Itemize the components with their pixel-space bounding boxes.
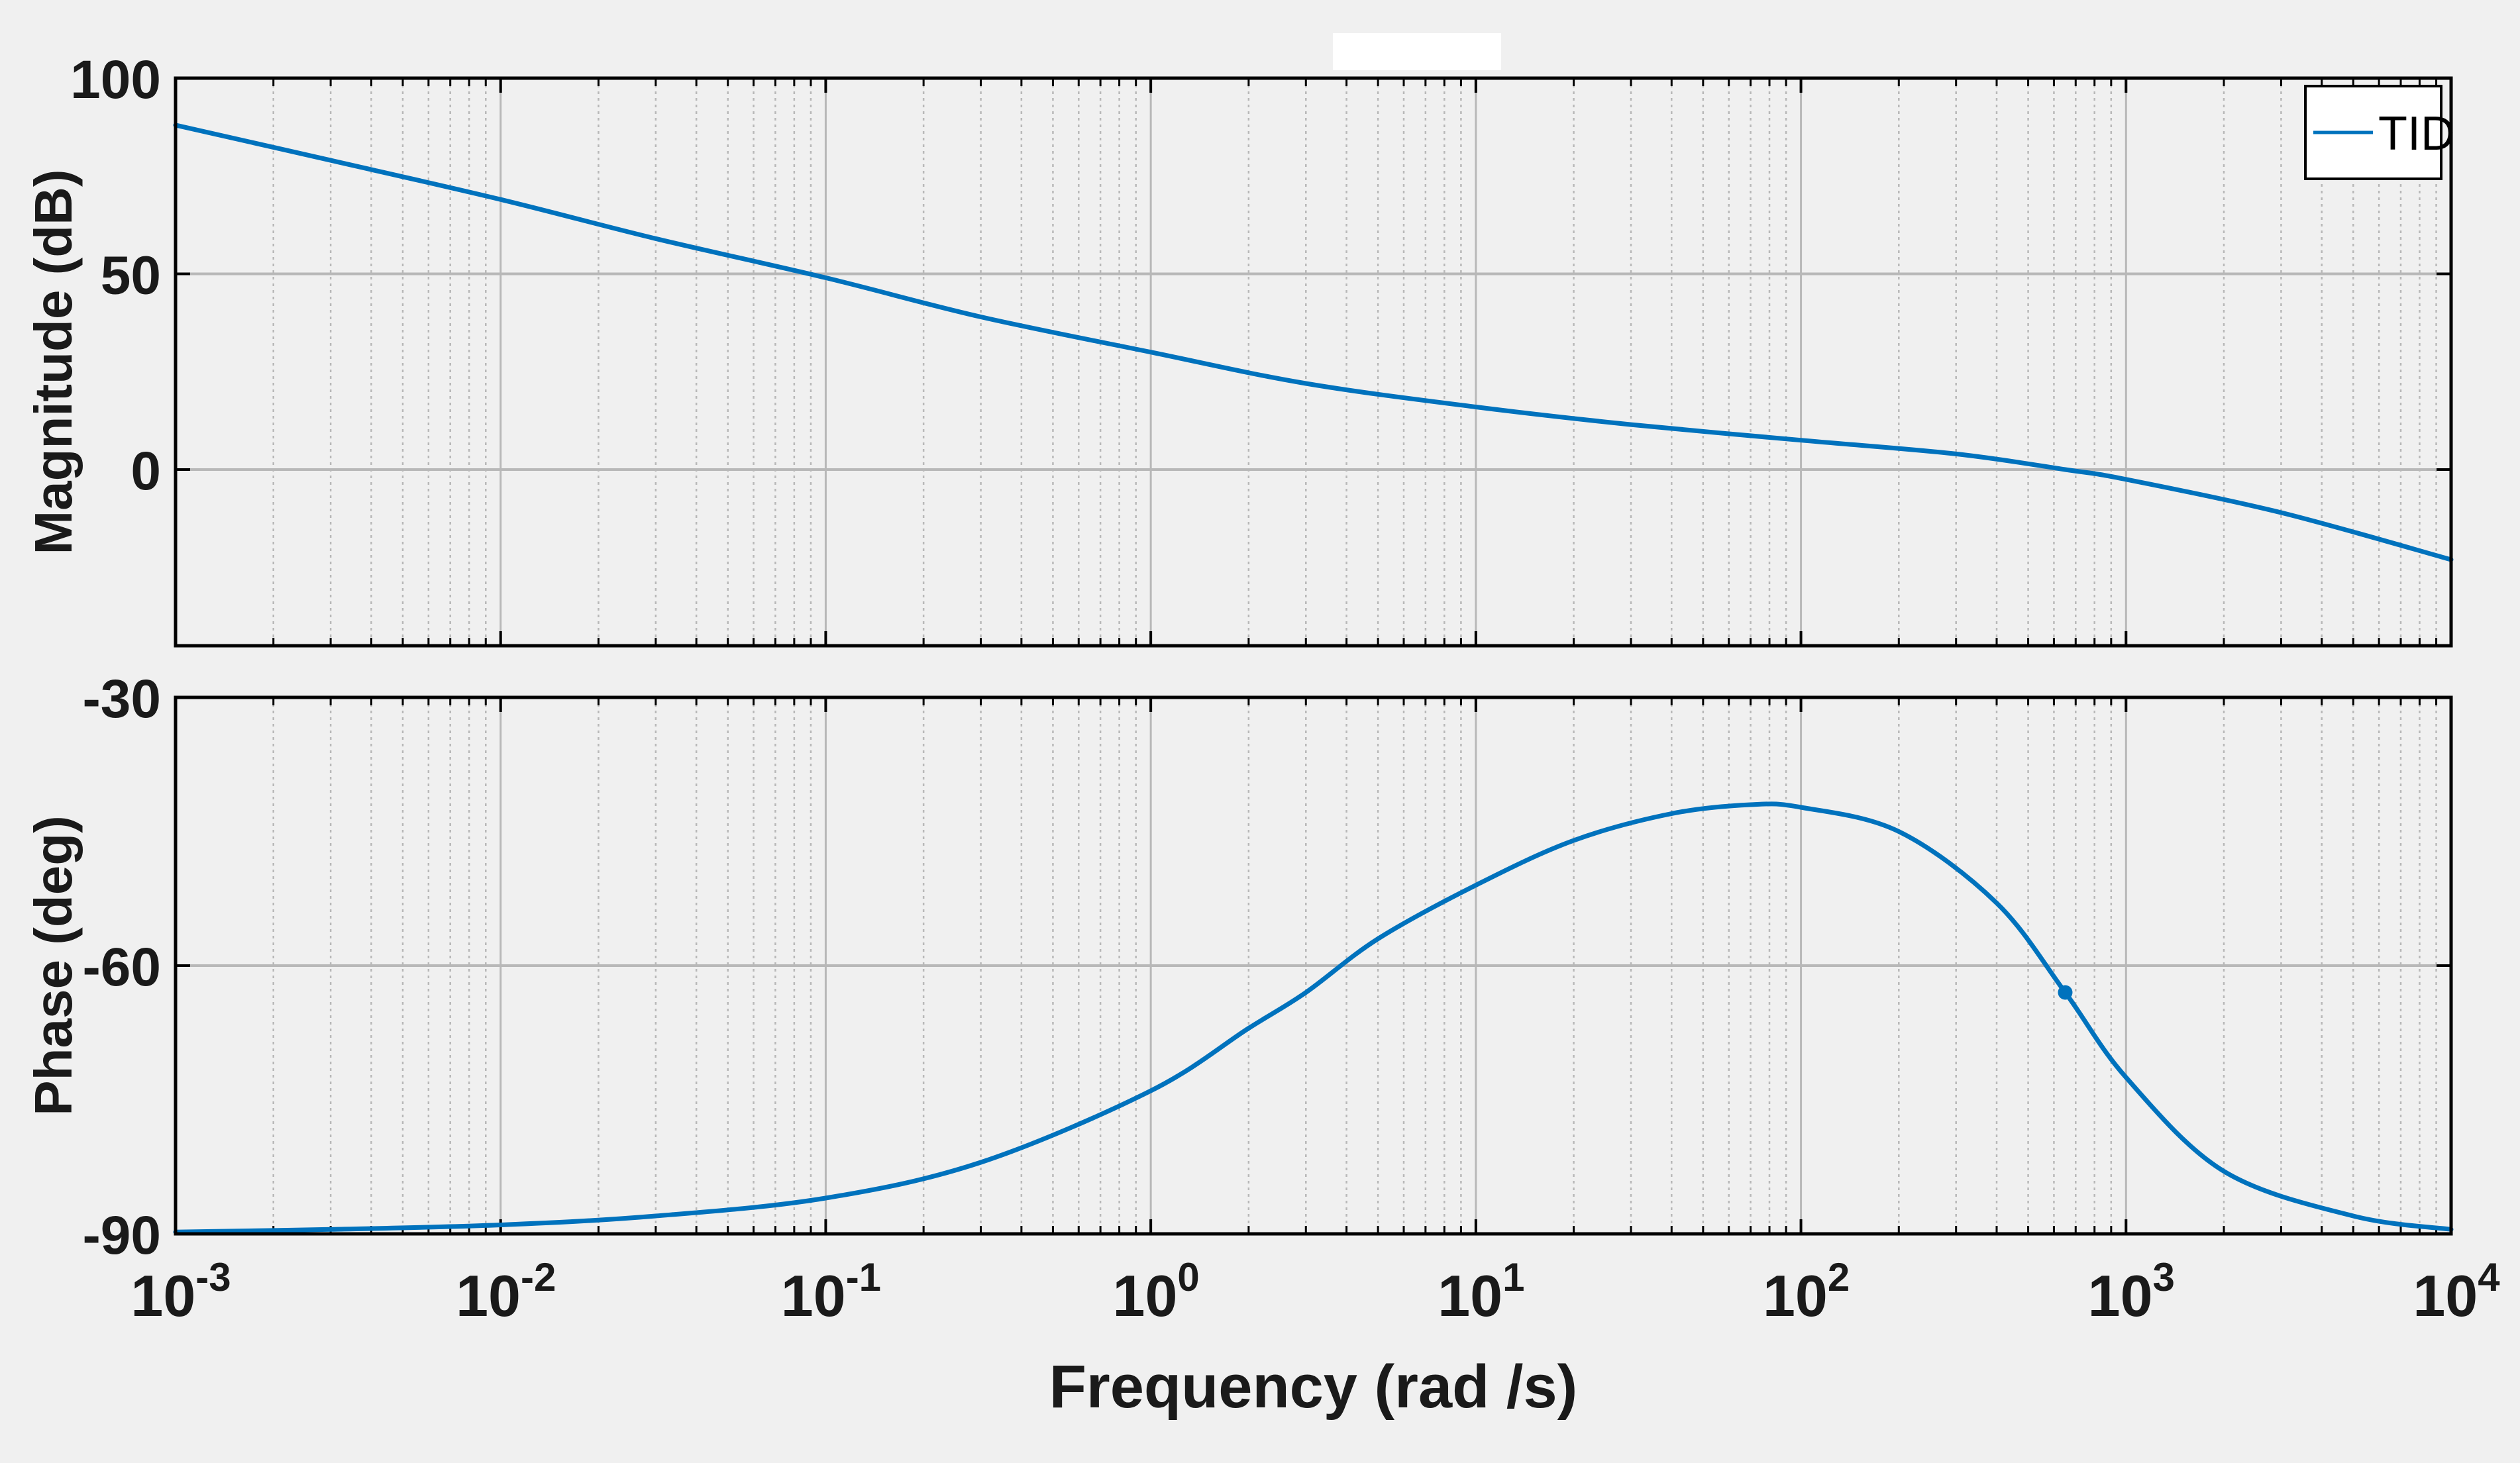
y-axis-label: Phase (deg)	[24, 815, 83, 1115]
legend[interactable]: TID	[2304, 85, 2455, 180]
phase-panel: -90 -60 -30 Phase (deg) 10-3 10-2 10-1 100 101 10…	[24, 669, 2500, 1421]
figure-title-tab	[1333, 33, 1501, 70]
x-tick-label: 102	[1763, 1255, 1850, 1329]
phase-series-line	[173, 801, 2454, 1235]
x-axis-label: Frequency (rad /s)	[1049, 1353, 1578, 1421]
phase-grid	[176, 697, 2451, 1234]
legend-entry-label: TID	[2378, 107, 2455, 160]
y-tick-label: -30	[82, 669, 161, 729]
y-tick-label: -60	[82, 937, 161, 997]
magnitude-panel: 0 50 100 Magnitude (dB) TID	[24, 50, 2455, 648]
y-axis-label: Magnitude (dB)	[24, 169, 83, 554]
y-tick-label: 0	[131, 441, 161, 501]
x-tick-label: 100	[1113, 1255, 1200, 1329]
magnitude-series-line	[173, 123, 2454, 562]
magnitude-axes-area	[176, 78, 2451, 646]
magnitude-axes-box	[174, 76, 2453, 648]
phase-axes-box	[174, 695, 2453, 1236]
x-tick-label: 10-1	[781, 1255, 881, 1329]
x-tick-label: 101	[1438, 1255, 1524, 1329]
x-tick-label: 10-3	[131, 1255, 231, 1329]
x-tick-label: 103	[2088, 1255, 2175, 1329]
y-tick-label: 100	[70, 50, 161, 110]
y-tick-label: -90	[82, 1205, 161, 1266]
x-tick-label: 104	[2413, 1255, 2500, 1329]
data-marker[interactable]	[2058, 985, 2073, 1000]
y-tick-label: 50	[101, 246, 161, 306]
x-tick-label: 10-2	[456, 1255, 556, 1329]
